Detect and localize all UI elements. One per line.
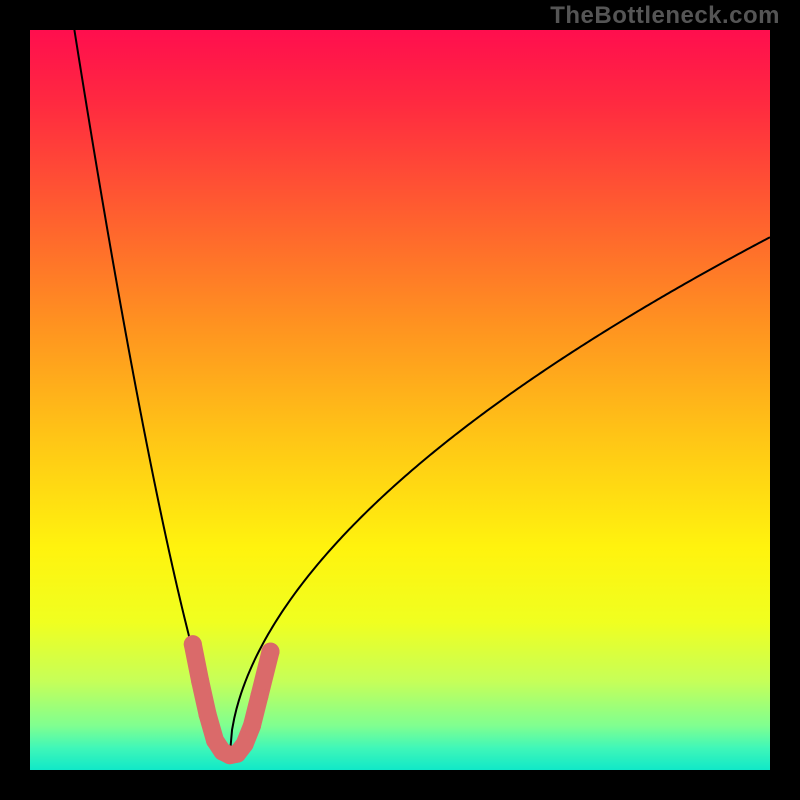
chart-root: TheBottleneck.com	[0, 0, 800, 800]
marker-dot	[236, 735, 254, 753]
marker-dot	[184, 635, 202, 653]
marker-dot	[191, 672, 209, 690]
bottleneck-chart	[0, 0, 800, 800]
plot-background	[30, 30, 770, 770]
marker-dot	[199, 706, 217, 724]
marker-dot	[250, 687, 268, 705]
marker-dot	[243, 717, 261, 735]
watermark-text: TheBottleneck.com	[550, 2, 780, 30]
marker-dot	[262, 643, 280, 661]
